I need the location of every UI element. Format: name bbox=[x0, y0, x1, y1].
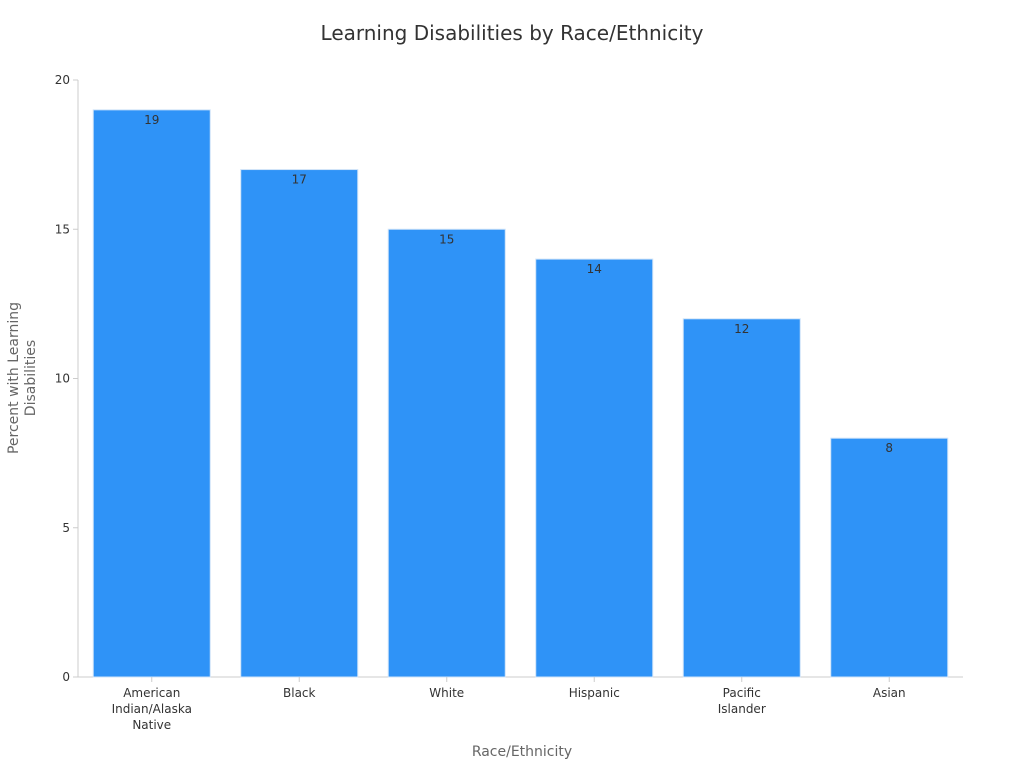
bar bbox=[240, 169, 359, 678]
bar bbox=[92, 109, 211, 678]
x-tick-label-line: Pacific bbox=[723, 686, 761, 700]
x-axis-title: Race/Ethnicity bbox=[472, 744, 572, 760]
x-tick-label: Pacific Islander bbox=[718, 686, 766, 716]
x-tick-label-line: Black bbox=[283, 686, 316, 700]
x-tick-label-line: American bbox=[123, 686, 180, 700]
x-tick-label-line: Hispanic bbox=[569, 686, 620, 700]
x-tick-label-line: Native bbox=[132, 718, 171, 732]
x-tick-label-line: Asian bbox=[873, 686, 906, 700]
plot-area: 0 5 10 15 20 19 American Indian/Alaska Native 17 B… bbox=[55, 73, 963, 732]
bar bbox=[387, 228, 506, 678]
y-tick-label: 5 bbox=[62, 521, 70, 535]
data-label: 15 bbox=[439, 232, 454, 246]
y-axis-title: Percent with LearningDisabilities bbox=[6, 302, 39, 454]
bar bbox=[535, 258, 654, 678]
x-tick-label-line: Indian/Alaska bbox=[112, 702, 192, 716]
data-label: 17 bbox=[292, 173, 307, 187]
x-tick-label: Asian bbox=[873, 686, 906, 700]
x-tick-label-line: Islander bbox=[718, 702, 766, 716]
bar bbox=[830, 437, 949, 678]
y-tick-label: 20 bbox=[55, 73, 70, 87]
x-tick-label-line: White bbox=[429, 686, 464, 700]
x-tick-label: American Indian/Alaska Native bbox=[112, 686, 192, 732]
x-tick-label: White bbox=[429, 686, 464, 700]
y-tick-label: 0 bbox=[62, 670, 70, 684]
y-axis-title-line: Percent with Learning bbox=[6, 302, 22, 454]
y-axis-title-line: Disabilities bbox=[23, 340, 39, 416]
data-label: 14 bbox=[587, 262, 602, 276]
chart-title: Learning Disabilities by Race/Ethnicity bbox=[321, 21, 704, 45]
data-label: 12 bbox=[734, 322, 749, 336]
data-label: 8 bbox=[885, 441, 893, 455]
x-tick-label: Black bbox=[283, 686, 316, 700]
y-tick-label: 10 bbox=[55, 372, 70, 386]
bar bbox=[682, 318, 801, 678]
y-axis-title-text: Percent with LearningDisabilities bbox=[6, 302, 39, 454]
x-tick-label: Hispanic bbox=[569, 686, 620, 700]
y-tick-label: 15 bbox=[55, 222, 70, 236]
data-label: 19 bbox=[144, 113, 159, 127]
